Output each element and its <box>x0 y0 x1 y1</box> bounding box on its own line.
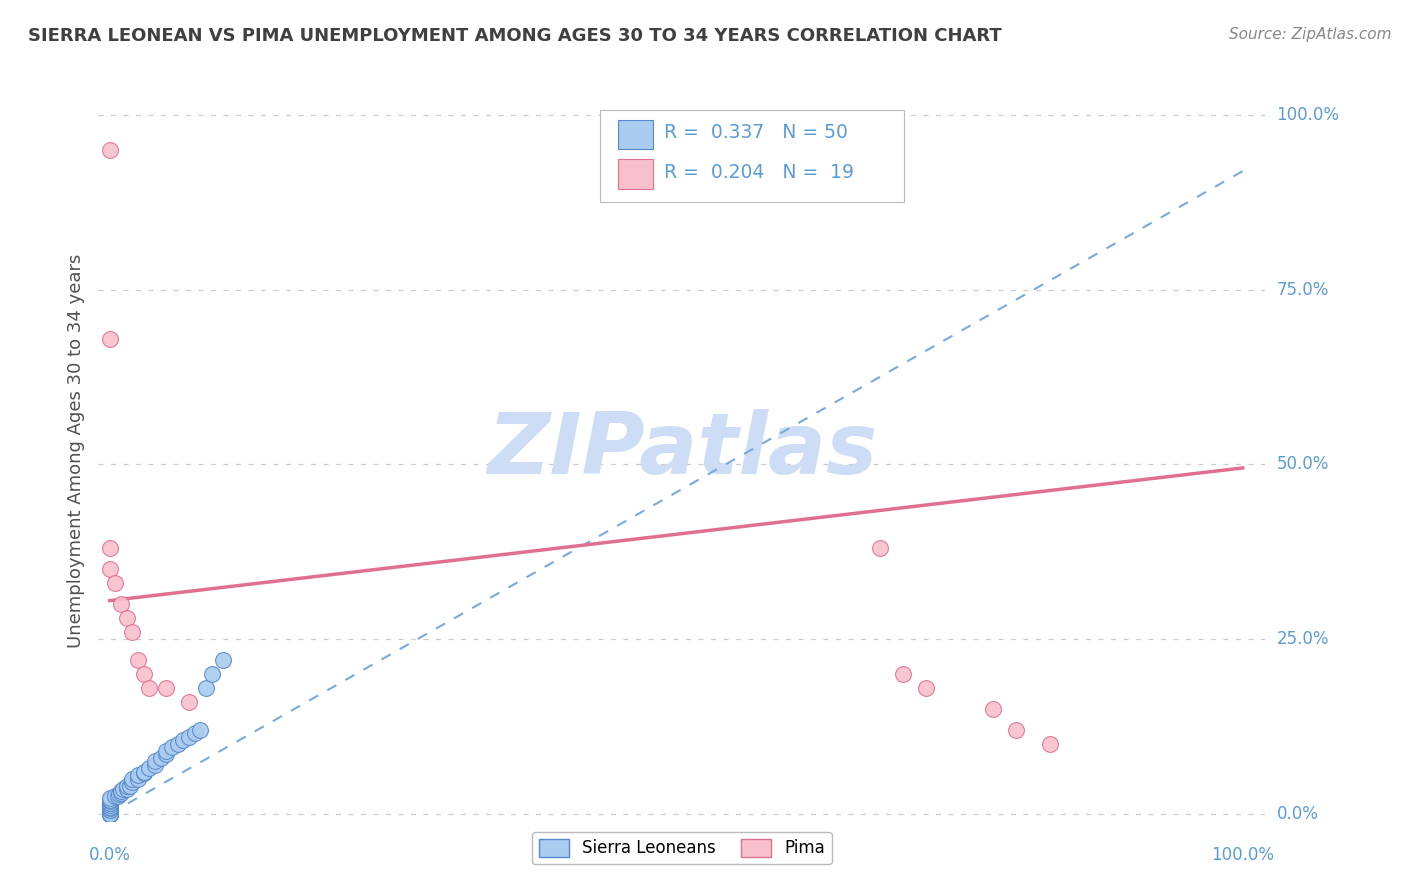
Point <box>183 726 205 740</box>
Point <box>98 806 121 821</box>
Text: 0.0%: 0.0% <box>89 846 131 863</box>
Point <box>115 611 138 625</box>
Point <box>98 541 121 556</box>
Point <box>98 801 121 815</box>
Point <box>104 576 127 591</box>
Point <box>149 751 172 765</box>
Point <box>98 806 121 821</box>
Point <box>120 779 142 793</box>
Y-axis label: Unemployment Among Ages 30 to 34 years: Unemployment Among Ages 30 to 34 years <box>66 253 84 648</box>
Point <box>98 806 121 821</box>
Point <box>127 768 149 782</box>
Point <box>98 332 121 346</box>
Point <box>98 806 121 821</box>
Point <box>121 772 143 786</box>
Point <box>98 796 121 810</box>
FancyBboxPatch shape <box>600 110 904 202</box>
Point <box>138 681 160 695</box>
Point <box>195 681 218 695</box>
Text: ZIPatlas: ZIPatlas <box>486 409 877 492</box>
Point <box>98 806 121 821</box>
Point <box>108 787 131 801</box>
Text: 100.0%: 100.0% <box>1211 846 1274 863</box>
Point <box>127 653 149 667</box>
Point <box>110 597 132 611</box>
Point <box>98 806 121 821</box>
Point <box>172 733 194 747</box>
Point <box>132 766 155 780</box>
Point <box>115 779 138 793</box>
Point <box>112 782 135 797</box>
Point <box>166 737 188 751</box>
Point <box>98 803 121 817</box>
Point <box>110 786 132 800</box>
Point <box>201 667 224 681</box>
Point <box>98 562 121 576</box>
Point <box>190 723 212 737</box>
Point <box>143 754 166 768</box>
Point <box>1005 723 1028 737</box>
Point <box>1039 737 1062 751</box>
Point <box>98 806 121 821</box>
Point <box>98 794 121 808</box>
Point <box>98 803 121 817</box>
Point <box>98 143 121 157</box>
Point <box>891 667 914 681</box>
Point <box>138 761 160 775</box>
Point <box>160 740 183 755</box>
Bar <box>617 120 652 149</box>
Text: SIERRA LEONEAN VS PIMA UNEMPLOYMENT AMONG AGES 30 TO 34 YEARS CORRELATION CHART: SIERRA LEONEAN VS PIMA UNEMPLOYMENT AMON… <box>28 27 1002 45</box>
Text: 50.0%: 50.0% <box>1277 456 1329 474</box>
Point <box>98 793 121 807</box>
Point <box>98 806 121 821</box>
Text: R =  0.337   N = 50: R = 0.337 N = 50 <box>665 122 848 142</box>
Point <box>914 681 936 695</box>
Point <box>177 695 200 709</box>
Point <box>98 799 121 814</box>
Point <box>98 791 121 805</box>
Point <box>98 806 121 821</box>
Text: 100.0%: 100.0% <box>1277 106 1340 124</box>
Point <box>98 806 121 821</box>
Point <box>155 747 177 762</box>
Point <box>127 772 149 786</box>
Text: 25.0%: 25.0% <box>1277 630 1329 648</box>
Text: 0.0%: 0.0% <box>1277 805 1319 822</box>
Text: R =  0.204   N =  19: R = 0.204 N = 19 <box>665 163 855 182</box>
Point <box>98 798 121 813</box>
Point <box>115 782 138 797</box>
Point <box>155 681 177 695</box>
Legend: Sierra Leoneans, Pima: Sierra Leoneans, Pima <box>531 832 832 864</box>
Point <box>121 775 143 789</box>
Point <box>132 764 155 779</box>
Point <box>155 744 177 758</box>
Text: Source: ZipAtlas.com: Source: ZipAtlas.com <box>1229 27 1392 42</box>
Point <box>121 625 143 640</box>
Point <box>869 541 891 556</box>
Point <box>143 757 166 772</box>
Point <box>104 789 127 804</box>
Text: 75.0%: 75.0% <box>1277 281 1329 299</box>
Point <box>107 789 129 804</box>
Point <box>212 653 235 667</box>
Point <box>110 784 132 798</box>
Point <box>177 730 200 744</box>
Point <box>983 702 1005 716</box>
Bar <box>617 160 652 189</box>
Point <box>98 796 121 810</box>
Point <box>132 667 155 681</box>
